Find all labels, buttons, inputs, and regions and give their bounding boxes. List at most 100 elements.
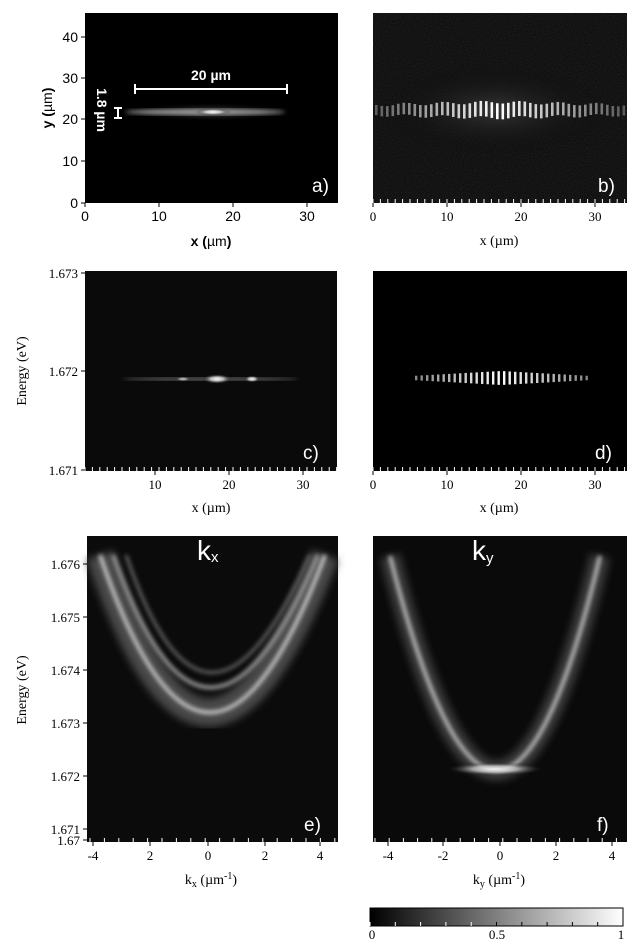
panel-b: b) 0 10 20 30 x (µm) [370, 13, 627, 249]
fringe-b [584, 104, 587, 117]
fringe-b [490, 102, 494, 118]
panel-a-x-tick-label: 10 [151, 208, 167, 224]
panel-c: c) 10 20 30 1.673 1.672 1.671 x (µm) Energy (… [15, 266, 338, 516]
fringe-b [617, 106, 620, 117]
panel-letter-a: a) [312, 176, 329, 197]
panel-e-y-tick-label: 1.676 [51, 557, 81, 572]
fringe-b [479, 100, 483, 117]
panel-c-x-tick-label: 30 [297, 477, 310, 492]
panel-f: ky f) -4 -2 0 2 4 ky (µm-1) [373, 535, 627, 890]
fringe-b [606, 104, 609, 116]
panel-a-ylabel: y (µm) [39, 88, 55, 129]
fringe-d [459, 373, 462, 383]
fringe-b [501, 103, 505, 120]
fringe-d [569, 374, 572, 382]
panel-b-ticks: 0 10 20 30 [370, 199, 626, 224]
panel-f-corner-label: ky [472, 535, 494, 567]
fringe-d [437, 374, 440, 382]
fringe-b [457, 104, 461, 119]
fringe-d [420, 375, 423, 381]
fringe-d [563, 374, 566, 382]
panel-d: d) 0 10 20 30 x (µm) [370, 271, 627, 516]
fringe-b [435, 102, 439, 116]
panel-e: kx e) -4 2 0 2 4 1.676 1.675 1.674 1.673 1.672 1.6… [15, 535, 339, 890]
fringe-d [481, 372, 484, 384]
panel-e-x-tick-label: 2 [262, 848, 269, 863]
panel-a-xlabel: x (µm) [191, 233, 232, 249]
fringe-d [464, 372, 467, 384]
panel-a-y-tick-label: 30 [62, 70, 78, 86]
fringe-b [408, 102, 411, 115]
panel-d-x-tick-label: 20 [515, 477, 528, 492]
fringe-b [413, 104, 417, 117]
panel-e-corner-label: kx [197, 535, 219, 566]
fringe-d [470, 372, 473, 384]
panel-a-x-tick-label: 0 [81, 208, 89, 224]
fringe-b [611, 106, 615, 117]
panel-f-x-tick-label: 2 [553, 848, 560, 863]
colorbar-ticks: 0 0.5 1 [369, 922, 624, 941]
fringe-b [446, 102, 450, 116]
fringe-b [474, 101, 477, 117]
panel-c-y-tick-label: 1.673 [49, 266, 78, 281]
fringe-d [503, 371, 506, 385]
fringe-b [397, 103, 400, 115]
panel-b-x-tick-label: 0 [370, 209, 377, 224]
panel-c-spot-left [175, 376, 191, 382]
panel-f-ticks: -4 -2 0 2 4 [374, 838, 617, 863]
panel-c-ylabel: Energy (eV) [15, 336, 30, 406]
fringe-d [492, 371, 495, 385]
fringe-d [453, 373, 456, 383]
panel-c-ticks: 10 20 30 1.673 1.672 1.671 [49, 266, 338, 492]
fringe-b [540, 104, 543, 119]
fringe-b [391, 105, 395, 117]
panel-b-x-tick-label: 20 [515, 209, 528, 224]
fringe-b [595, 102, 598, 115]
panel-c-xlabel: x (µm) [192, 501, 231, 516]
fringe-d [530, 372, 533, 384]
panel-e-y-tick-label: 1.671 [51, 822, 80, 837]
panel-c-y-tick-label: 1.671 [49, 463, 78, 478]
panel-a-y-tick-label: 40 [62, 29, 78, 45]
fringe-d [558, 374, 561, 382]
panel-e-ylabel: Energy (eV) [15, 655, 30, 725]
panel-letter-d: d) [595, 443, 612, 464]
fringe-b [556, 101, 560, 116]
panel-b-fringes [375, 100, 626, 120]
fringe-b [507, 102, 510, 119]
fringe-d [519, 372, 522, 384]
fringe-b [589, 103, 593, 116]
fringe-b [562, 102, 565, 116]
panel-e-y-tick-label: 1.674 [51, 663, 81, 678]
fringe-b [424, 105, 428, 118]
fringe-d [475, 372, 478, 384]
fringe-d [415, 375, 418, 381]
panel-a-x-tick-label: 30 [299, 208, 315, 224]
fringe-d [514, 371, 517, 385]
fringe-b [600, 103, 604, 115]
fringe-b [452, 103, 455, 117]
colorbar: 0 0.5 1 [369, 907, 624, 941]
fringe-b [512, 101, 516, 117]
panel-d-x-tick-label: 0 [370, 477, 377, 492]
panel-c-spot-main [202, 374, 232, 384]
fringe-b [380, 105, 384, 117]
panel-e-y-tick-label: 1.675 [51, 610, 80, 625]
fringe-b [518, 101, 521, 117]
fringe-b [545, 103, 549, 118]
panel-a-y-tick-label: 10 [62, 153, 78, 169]
panel-e-y-tick-label: 1.67 [57, 833, 80, 848]
fringe-b [375, 104, 378, 116]
fringe-d [431, 374, 434, 382]
fringe-b [529, 102, 532, 118]
fringe-b [419, 105, 422, 118]
fringe-b [578, 105, 582, 118]
fringe-b [468, 103, 472, 118]
panel-letter-c: c) [303, 443, 319, 464]
fringe-b [463, 104, 466, 119]
fringe-d [508, 371, 511, 385]
panel-c-image [85, 271, 337, 471]
panel-d-xlabel: x (µm) [480, 501, 519, 516]
